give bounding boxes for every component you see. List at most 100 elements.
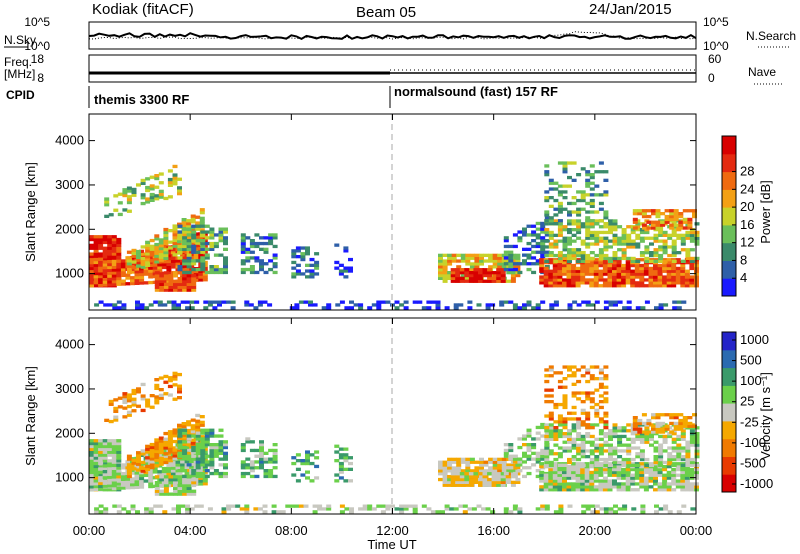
- heatmap-cell: [543, 476, 549, 480]
- nave-tick-top: 60: [708, 52, 722, 66]
- heatmap-cell: [612, 446, 618, 450]
- nsearch-tick-bottom: 10^0: [703, 39, 729, 53]
- heatmap-cell: [580, 222, 586, 226]
- heatmap-cell: [694, 236, 700, 240]
- heatmap-cell: [594, 233, 600, 237]
- heatmap-cell: [253, 507, 259, 511]
- heatmap-cell: [626, 449, 632, 453]
- heatmap-cell: [130, 471, 135, 475]
- heatmap-cell: [539, 281, 545, 285]
- heatmap-cell: [508, 457, 514, 461]
- heatmap-cell: [175, 466, 181, 470]
- heatmap-cell: [120, 483, 126, 487]
- heatmap-cell: [548, 178, 554, 182]
- heatmap-cell: [102, 444, 108, 449]
- heatmap-cell: [602, 467, 608, 472]
- heatmap-cell: [602, 479, 608, 483]
- heatmap-cell: [191, 236, 197, 240]
- heatmap-cell: [671, 455, 677, 459]
- heatmap-cell: [585, 173, 591, 177]
- heatmap-cell: [567, 432, 572, 436]
- heatmap-cell: [643, 479, 649, 483]
- heatmap-cell: [576, 225, 582, 229]
- heatmap-cell: [580, 278, 586, 282]
- heatmap-cell: [548, 423, 554, 427]
- heatmap-cell: [312, 303, 318, 307]
- heatmap-cell: [134, 261, 140, 265]
- heatmap-cell: [93, 260, 99, 265]
- heatmap-cell: [585, 414, 591, 418]
- heatmap-cell: [168, 478, 174, 482]
- heatmap-cell: [230, 504, 236, 508]
- heatmap-cell: [111, 481, 117, 485]
- heatmap-cell: [474, 469, 480, 473]
- heatmap-cell: [621, 272, 627, 276]
- heatmap-cell: [444, 507, 450, 511]
- heatmap-cell: [170, 469, 176, 473]
- heatmap-cell: [548, 479, 554, 483]
- heatmap-cell: [580, 443, 586, 447]
- heatmap-cell: [186, 244, 192, 249]
- heatmap-cell: [639, 251, 645, 255]
- heatmap-cell: [680, 236, 686, 240]
- heatmap-cell: [666, 278, 672, 282]
- heatmap-cell: [483, 460, 489, 464]
- heatmap-cell: [548, 251, 554, 255]
- heatmap-cell: [681, 504, 687, 508]
- heatmap-cell: [223, 443, 228, 447]
- heatmap-cell: [145, 467, 151, 471]
- heatmap-cell: [438, 262, 443, 266]
- heatmap-cell: [562, 479, 567, 483]
- heatmap-cell: [185, 510, 191, 514]
- heatmap-cell: [548, 434, 554, 439]
- heatmap-cell: [213, 265, 219, 269]
- heatmap-cell: [637, 212, 643, 216]
- heatmap-cell: [526, 267, 532, 272]
- heatmap-cell: [159, 282, 165, 286]
- colorbar-tick-label: -25: [740, 414, 759, 429]
- heatmap-cell: [694, 443, 700, 447]
- heatmap-cell: [593, 272, 599, 276]
- heatmap-cell: [89, 488, 94, 492]
- heatmap-cell: [186, 437, 192, 441]
- heatmap-cell: [488, 259, 494, 263]
- heatmap-cell: [93, 444, 99, 449]
- heatmap-cell: [540, 300, 546, 304]
- heatmap-cell: [295, 467, 301, 471]
- heatmap-cell: [200, 256, 206, 260]
- heatmap-cell: [140, 181, 146, 185]
- heatmap-cell: [567, 365, 572, 369]
- heatmap-cell: [589, 181, 595, 185]
- heatmap-cell: [616, 278, 622, 282]
- heatmap-cell: [338, 467, 344, 471]
- heatmap-cell: [675, 467, 681, 472]
- heatmap-cell: [154, 234, 160, 238]
- heatmap-cell: [662, 449, 668, 453]
- heatmap-cell: [666, 470, 672, 475]
- heatmap-cell: [684, 261, 690, 265]
- heatmap-cell: [157, 464, 163, 468]
- heatmap-cell: [145, 197, 151, 201]
- heatmap-cell: [107, 280, 113, 284]
- heatmap-cell: [580, 440, 586, 444]
- heatmap-cell: [676, 300, 682, 304]
- heatmap-cell: [689, 275, 695, 279]
- heatmap-cell: [166, 466, 172, 470]
- heatmap-cell: [594, 443, 600, 447]
- heatmap-cell: [191, 469, 197, 473]
- heatmap-cell: [585, 193, 591, 197]
- heatmap-cell: [593, 473, 599, 477]
- heatmap-cell: [305, 461, 310, 466]
- heatmap-cell: [305, 450, 310, 454]
- heatmap-cell: [230, 300, 236, 304]
- heatmap-cell: [180, 267, 186, 271]
- heatmap-cell: [662, 242, 668, 246]
- heatmap-cell: [104, 203, 110, 207]
- heatmap-cell: [690, 507, 696, 511]
- heatmap-cell: [244, 510, 250, 514]
- heatmap-cell: [501, 265, 507, 269]
- heatmap-cell: [571, 272, 577, 276]
- heatmap-cell: [508, 267, 514, 272]
- heatmap-cell: [163, 457, 169, 462]
- heatmap-cell: [209, 270, 215, 275]
